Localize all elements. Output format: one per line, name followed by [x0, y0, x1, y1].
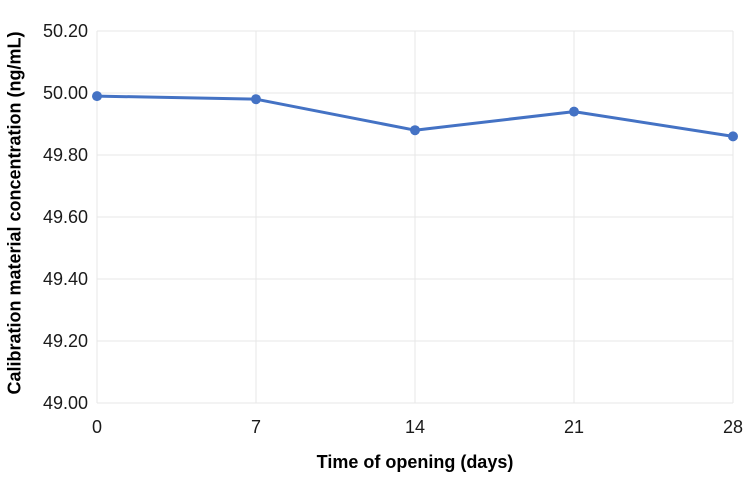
y-tick-label: 50.00 [42, 83, 88, 103]
data-point-marker [92, 91, 102, 102]
y-tick-label: 49.40 [42, 269, 88, 289]
x-tick-label: 28 [722, 417, 744, 437]
x-axis-title: Time of opening (days) [316, 452, 514, 472]
y-tick-label: 49.00 [42, 393, 88, 413]
data-point-marker [410, 125, 420, 136]
y-tick-label: 49.80 [42, 145, 88, 165]
y-tick-label: 49.60 [42, 207, 88, 227]
y-tick-label: 50.20 [42, 21, 88, 41]
y-tick-label: 49.20 [42, 331, 88, 351]
x-tick-label: 0 [91, 417, 103, 437]
y-axis-title: Calibration material concentration (ng/m… [4, 31, 25, 395]
data-point-marker [251, 94, 261, 105]
x-tick-label: 21 [563, 417, 585, 437]
data-point-marker [728, 131, 738, 142]
x-tick-label: 7 [250, 417, 262, 437]
data-point-marker [569, 106, 579, 117]
x-tick-label: 14 [404, 417, 426, 437]
